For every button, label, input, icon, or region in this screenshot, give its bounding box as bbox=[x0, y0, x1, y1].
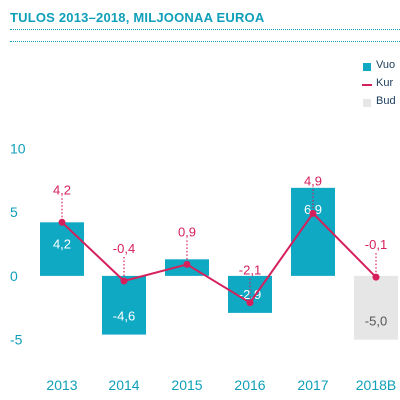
legend: Vuo Kur Bud bbox=[360, 58, 400, 112]
x-tick-label: 2015 bbox=[171, 377, 202, 393]
x-tick-label: 2014 bbox=[108, 377, 139, 393]
bar bbox=[102, 275, 146, 335]
legend-item-actual: Vuo bbox=[360, 58, 400, 76]
line-value-label: -0,4 bbox=[113, 241, 135, 256]
line-series bbox=[61, 211, 377, 305]
x-tick-label: 2018B bbox=[356, 377, 396, 393]
bar bbox=[354, 275, 398, 340]
x-tick-label: 2017 bbox=[297, 377, 328, 393]
legend-label-actual: Vuo bbox=[376, 59, 396, 71]
line-value-label: 4,9 bbox=[304, 173, 322, 188]
y-tick-label: 5 bbox=[10, 204, 18, 220]
legend-item-line: Kur bbox=[360, 76, 400, 94]
bar-value-label: 6,9 bbox=[304, 202, 322, 217]
title-rule-bottom bbox=[10, 41, 400, 42]
line-point bbox=[246, 299, 254, 307]
y-tick-label: -5 bbox=[10, 332, 23, 348]
x-tick-label: 2013 bbox=[46, 377, 77, 393]
bar-value-label: -5,0 bbox=[365, 314, 387, 329]
legend-item-budget: Bud bbox=[360, 94, 400, 112]
legend-swatch-budget bbox=[363, 99, 371, 107]
bar-value-label: 1,3 bbox=[178, 273, 196, 288]
legend-label-budget: Bud bbox=[376, 95, 396, 107]
line-value-label: -2,1 bbox=[239, 263, 261, 278]
line-value-label: 0,9 bbox=[178, 224, 196, 239]
line-point bbox=[120, 277, 128, 285]
line-point bbox=[58, 218, 66, 226]
y-tick-label: 10 bbox=[10, 140, 26, 156]
line-point bbox=[309, 209, 317, 217]
chart-title: TULOS 2013–2018, MILJOONAA EUROA bbox=[10, 10, 265, 25]
title-rule-top bbox=[10, 29, 400, 30]
line-point bbox=[372, 273, 380, 281]
line-value-label: 4,2 bbox=[53, 182, 71, 197]
line-value-label: -0,1 bbox=[365, 237, 387, 252]
bar bbox=[291, 187, 335, 276]
bar-value-label: -4,6 bbox=[113, 309, 135, 324]
legend-swatch-actual bbox=[363, 63, 371, 71]
x-tick-label: 2016 bbox=[234, 377, 265, 393]
bar bbox=[40, 222, 84, 276]
line-point bbox=[183, 260, 191, 268]
legend-swatch-line bbox=[362, 84, 372, 86]
y-tick-label: 0 bbox=[10, 268, 18, 284]
bar-value-label: 4,2 bbox=[53, 236, 71, 251]
legend-label-line: Kur bbox=[376, 77, 394, 89]
